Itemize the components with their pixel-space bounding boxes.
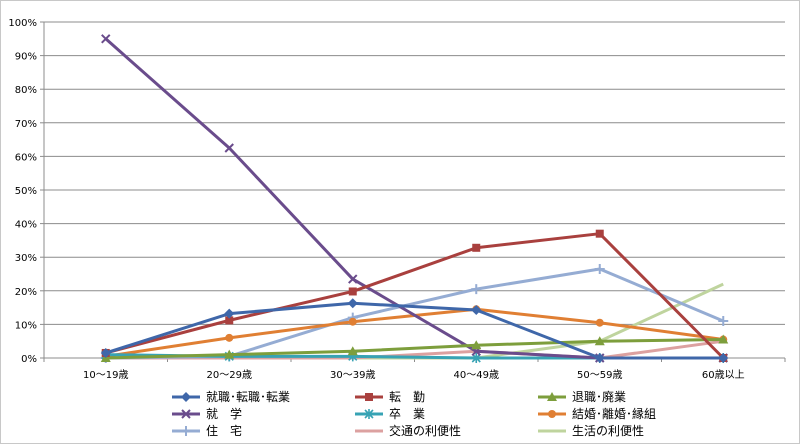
data-point (595, 318, 604, 327)
legend-label: 就 学 (206, 406, 242, 421)
legend-swatch-marker (365, 393, 373, 401)
x-tick-label: 50～59歳 (577, 369, 622, 381)
x-tick-label: 40～49歳 (454, 369, 499, 381)
data-point (594, 263, 605, 274)
legend-label: 卒 業 (389, 407, 425, 421)
y-tick-label: 80% (15, 85, 37, 96)
data-point (594, 336, 605, 346)
data-point (471, 340, 482, 350)
series-line (105, 232, 725, 360)
series-line (105, 301, 724, 360)
legend-item: 住 宅 (172, 423, 242, 438)
y-tick-label: 70% (15, 119, 37, 130)
series-1 (100, 298, 729, 363)
data-point (594, 353, 605, 363)
x-tick-label: 10～19歳 (83, 369, 128, 381)
series-line (105, 338, 724, 360)
legend-label: 結婚･離婚･縁組 (572, 406, 656, 421)
data-point (225, 316, 234, 325)
legend-item: 結婚･離婚･縁組 (538, 406, 656, 421)
data-point (224, 349, 235, 359)
data-point (471, 284, 482, 295)
x-tick-label: 20～29歳 (207, 369, 252, 381)
legend-swatch-marker (364, 409, 374, 419)
legend-label: 退職･廃業 (572, 389, 626, 404)
data-point (595, 229, 604, 238)
data-point (718, 353, 729, 363)
legend-label: 転 勤 (389, 390, 425, 404)
data-point (348, 317, 357, 326)
legend-swatch-marker (548, 410, 556, 418)
y-tick-label: 90% (15, 52, 37, 63)
legend-item: 卒 業 (355, 407, 425, 421)
legend-label: 住 宅 (206, 423, 242, 438)
y-tick-label: 0% (21, 354, 37, 365)
legend-label: 就職･転職･転業 (206, 390, 290, 404)
y-tick-label: 10% (15, 320, 37, 331)
data-point (347, 346, 358, 356)
data-point (224, 308, 235, 319)
data-point (348, 287, 357, 296)
data-point (471, 304, 482, 315)
legend-swatch-marker (181, 392, 191, 402)
data-point (718, 334, 729, 344)
legend-item: 交通の利便性 (355, 423, 461, 438)
data-point (347, 298, 358, 309)
legend-item: 生活の利便性 (538, 424, 644, 438)
y-tick-label: 50% (15, 186, 37, 197)
data-point (225, 333, 234, 342)
y-tick-label: 40% (15, 220, 37, 231)
data-point (348, 274, 358, 284)
data-point (101, 34, 111, 44)
legend-label: 交通の利便性 (389, 423, 461, 438)
legend-item: 就 学 (172, 406, 242, 421)
legend-swatch-marker (181, 426, 191, 436)
legend-item: 転 勤 (355, 390, 425, 404)
data-point (224, 143, 234, 153)
legend-swatch-marker (547, 392, 557, 401)
legend-item: 就職･転職･転業 (172, 390, 290, 404)
x-tick-label: 60歳以上 (702, 369, 745, 381)
data-point (100, 347, 111, 358)
y-tick-label: 100% (8, 18, 37, 29)
y-tick-label: 20% (15, 287, 37, 298)
y-tick-label: 60% (15, 152, 37, 163)
data-point (472, 243, 481, 252)
data-point (718, 316, 729, 327)
legend-label: 生活の利便性 (572, 424, 644, 438)
legend-swatch-marker (181, 409, 191, 419)
y-tick-label: 30% (15, 253, 37, 264)
x-tick-label: 30～39歳 (330, 369, 375, 381)
legend-item: 退職･廃業 (538, 389, 626, 404)
